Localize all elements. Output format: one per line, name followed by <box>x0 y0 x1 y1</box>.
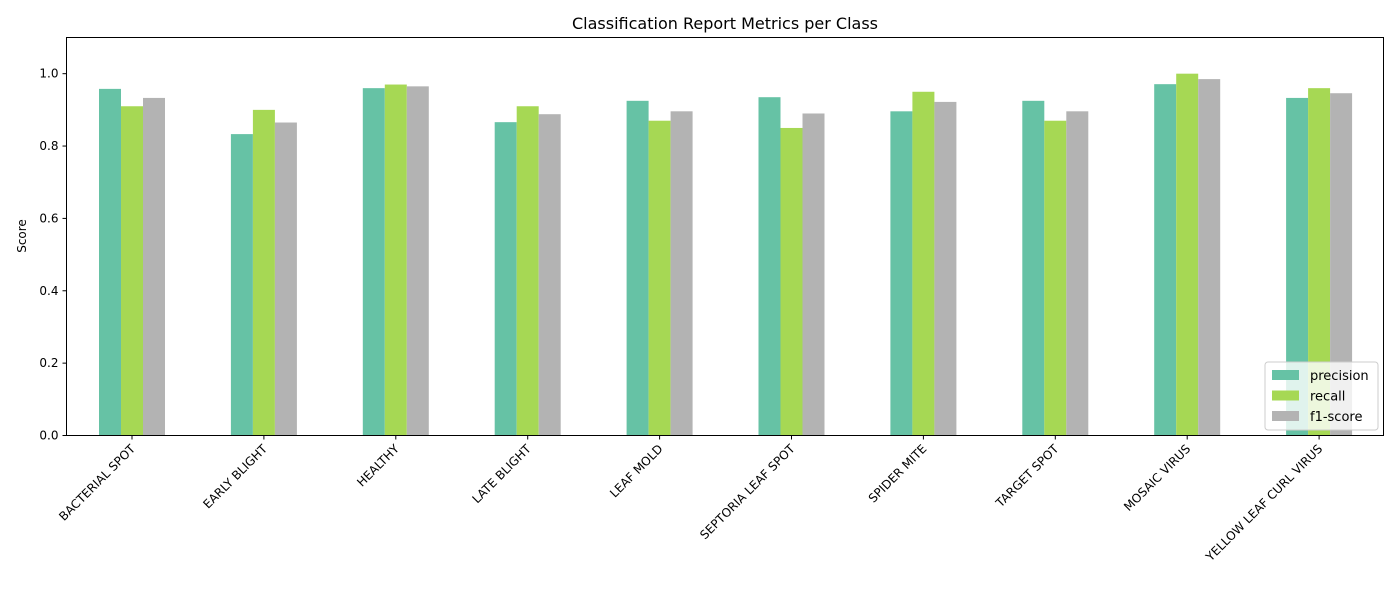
bar-recall-0 <box>121 106 143 436</box>
bar-recall-5 <box>780 127 803 436</box>
bar-f1-score-5 <box>802 113 825 436</box>
legend-swatch-precision <box>1272 370 1299 380</box>
bar-f1-score-8 <box>1198 79 1221 436</box>
x-tick-label-6: SPIDER MITE <box>866 442 930 506</box>
bar-precision-9 <box>1286 97 1309 436</box>
x-tick-label-4: LEAF MOLD <box>607 442 666 501</box>
bar-f1-score-2 <box>406 86 429 436</box>
bar-f1-score-0 <box>143 97 165 436</box>
bar-precision-2 <box>362 88 385 436</box>
bar-f1-score-4 <box>670 111 693 436</box>
bar-recall-4 <box>648 120 671 436</box>
bar-recall-6 <box>912 91 935 436</box>
legend-swatch-recall <box>1272 390 1299 401</box>
bar-recall-8 <box>1176 73 1199 436</box>
x-tick-label-0: BACTERIAL SPOT <box>56 441 138 523</box>
y-tick-label-5: 1.0 <box>39 67 58 81</box>
bar-precision-8 <box>1154 84 1177 436</box>
bar-f1-score-9 <box>1330 93 1353 436</box>
bar-recall-3 <box>516 106 539 436</box>
bar-f1-score-6 <box>934 101 957 436</box>
bar-f1-score-1 <box>274 122 297 436</box>
bar-f1-score-7 <box>1066 111 1089 436</box>
y-tick-label-2: 0.4 <box>39 284 58 298</box>
plot-frame <box>66 37 1384 436</box>
bar-precision-4 <box>626 100 649 436</box>
bar-precision-3 <box>494 122 517 436</box>
y-tick-label-0: 0.0 <box>39 429 58 443</box>
legend-label-f1-score: f1-score <box>1310 410 1362 425</box>
x-tick-label-3: LATE BLIGHT <box>469 441 534 506</box>
bar-recall-2 <box>384 84 407 436</box>
legend-label-precision: precision <box>1310 369 1369 384</box>
bar-f1-score-3 <box>538 114 561 436</box>
chart-title: Classification Report Metrics per Class <box>572 14 878 33</box>
y-axis-ticks: 0.0 0.2 0.4 0.6 0.8 1.0 <box>39 67 67 443</box>
y-tick-label-4: 0.8 <box>39 139 58 153</box>
x-tick-label-1: EARLY BLIGHT <box>200 441 270 511</box>
x-tick-label-5: SEPTORIA LEAF SPOT <box>697 441 798 542</box>
x-tick-label-9: YELLOW LEAF CURL VIRUS <box>1202 442 1325 565</box>
x-tick-label-7: TARGET SPOT <box>992 441 1061 510</box>
x-axis-ticks: BACTERIAL SPOT EARLY BLIGHT HEALTHY LATE BL… <box>56 435 1325 565</box>
x-tick-label-2: HEALTHY <box>354 441 402 489</box>
bar-recall-7 <box>1044 120 1067 436</box>
bars-group <box>99 73 1353 436</box>
bar-precision-0 <box>99 88 121 436</box>
bar-precision-1 <box>230 134 253 436</box>
legend-swatch-f1-score <box>1272 411 1299 421</box>
y-axis-label: Score <box>15 219 29 253</box>
bar-recall-9 <box>1308 88 1331 436</box>
x-tick-label-8: MOSAIC VIRUS <box>1121 442 1193 514</box>
legend-label-recall: recall <box>1310 390 1345 405</box>
y-tick-label-3: 0.6 <box>39 211 58 225</box>
bar-recall-1 <box>252 109 275 436</box>
bar-precision-6 <box>890 111 913 436</box>
legend: precision recall f1-score <box>1264 361 1379 431</box>
bar-precision-5 <box>758 97 781 436</box>
bar-precision-7 <box>1022 100 1045 436</box>
y-tick-label-1: 0.2 <box>39 356 58 370</box>
